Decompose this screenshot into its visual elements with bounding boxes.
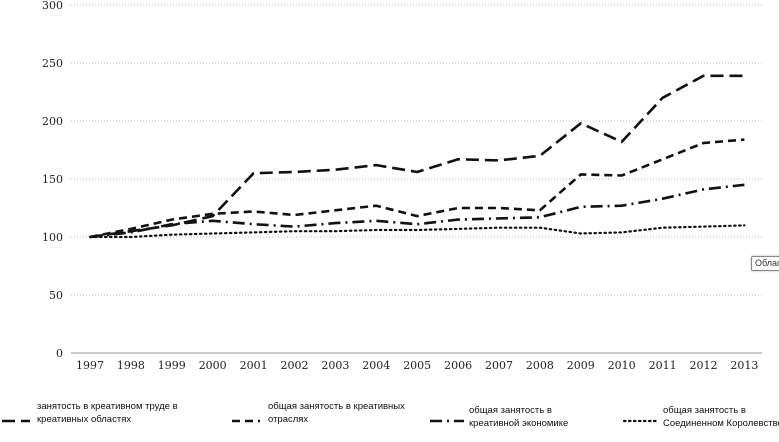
legend-label-2: отраслях xyxy=(268,414,308,425)
x-tick-label: 2006 xyxy=(444,359,472,372)
y-tick-label: 200 xyxy=(42,115,63,128)
y-axis: 0 50 100 150 200 250 300 xyxy=(42,0,63,360)
legend-label-3: общая занятость в xyxy=(469,405,552,416)
series-line-2 xyxy=(89,138,745,239)
legend: занятость в креативном труде в креативных… xyxy=(2,401,779,429)
legend-label-3: креативной экономике xyxy=(469,418,568,429)
x-tick-label: 2011 xyxy=(649,359,677,372)
chart-tooltip: Облас xyxy=(751,256,779,271)
y-tick-label: 100 xyxy=(42,231,63,244)
x-tick-label: 2003 xyxy=(321,359,349,372)
x-tick-label: 2012 xyxy=(690,359,718,372)
x-tick-label: 2008 xyxy=(526,359,554,372)
x-tick-label: 2013 xyxy=(730,359,758,372)
legend-label-1: креативных областях xyxy=(37,414,131,425)
x-tick-label: 2010 xyxy=(608,359,636,372)
legend-label-2: общая занятость в креативных xyxy=(268,401,405,412)
x-tick-label: 2005 xyxy=(403,359,431,372)
x-tick-label: 2007 xyxy=(485,359,513,372)
series-line-1 xyxy=(89,74,745,239)
series-line-4 xyxy=(88,224,746,239)
y-tick-label: 150 xyxy=(42,173,63,186)
x-tick-label: 2002 xyxy=(281,359,309,372)
gridlines xyxy=(71,4,762,354)
legend-label-1: занятость в креативном труде в xyxy=(37,401,178,412)
x-tick-label: 1999 xyxy=(158,359,186,372)
x-tick-label: 2004 xyxy=(362,359,390,372)
legend-label-4: общая занятость в xyxy=(663,405,746,416)
x-axis: 1997 1998 1999 2000 2001 2002 2003 2004 2005 2006… xyxy=(76,359,758,372)
y-tick-label: 300 xyxy=(42,0,63,12)
series-lines xyxy=(88,74,746,239)
y-tick-label: 50 xyxy=(49,289,63,302)
y-tick-label: 250 xyxy=(42,57,63,70)
x-tick-label: 2000 xyxy=(199,359,227,372)
x-tick-label: 2009 xyxy=(567,359,595,372)
x-tick-label: 1998 xyxy=(117,359,145,372)
y-tick-label: 0 xyxy=(56,347,63,360)
legend-label-4: Соединенном Королевстве xyxy=(663,418,779,429)
x-tick-label: 1997 xyxy=(76,359,104,372)
x-tick-label: 2001 xyxy=(240,359,268,372)
